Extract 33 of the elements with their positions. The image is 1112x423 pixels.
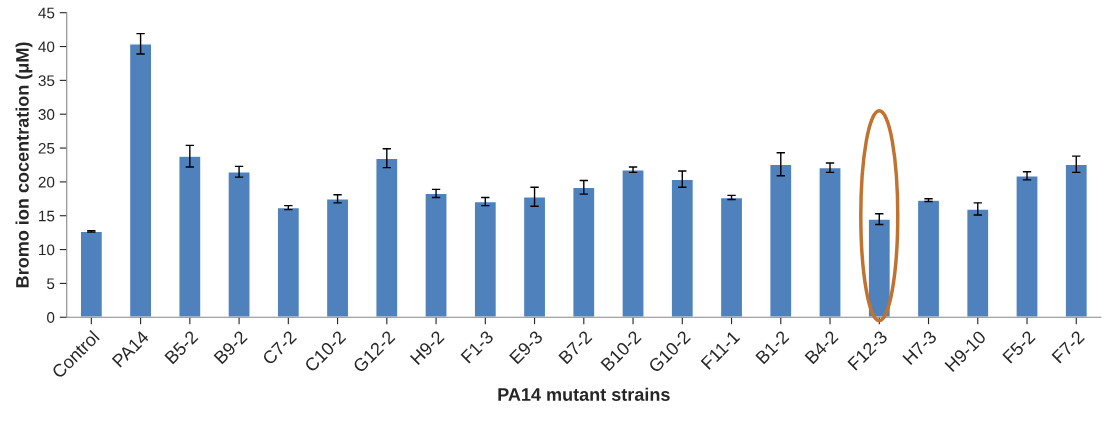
bar (769, 163, 793, 318)
bar (178, 155, 202, 318)
bar (867, 218, 892, 318)
bar (916, 199, 941, 318)
y-axis-title: Bromo ion cocentration (μM) (15, 42, 33, 288)
bar (818, 166, 842, 318)
bar (1064, 163, 1089, 318)
y-tick-label: 25 (38, 142, 55, 154)
bar (965, 208, 990, 318)
bar (128, 43, 153, 318)
y-tick-label: 5 (47, 278, 55, 290)
y-tick-label: 0 (47, 312, 55, 323)
bar (522, 196, 547, 318)
y-tick-label: 15 (39, 210, 55, 222)
y-tick-label: 10 (39, 244, 55, 256)
bar (79, 230, 104, 318)
y-tick-label: 35 (38, 75, 55, 87)
bar (276, 206, 301, 318)
x-axis-title: PA14 mutant strains (498, 387, 670, 401)
y-tick-label: 30 (38, 109, 55, 120)
bar (621, 169, 645, 318)
bar (424, 192, 448, 318)
y-tick-label: 40 (38, 41, 55, 53)
bar (1015, 175, 1039, 318)
bar (670, 178, 695, 318)
bar (572, 186, 596, 318)
bar (227, 171, 251, 318)
y-tick-label: 20 (38, 176, 55, 188)
y-tick-label: 45 (38, 7, 55, 19)
bar (325, 198, 350, 318)
bar (719, 196, 744, 318)
bar (375, 157, 399, 318)
bar (473, 200, 498, 318)
